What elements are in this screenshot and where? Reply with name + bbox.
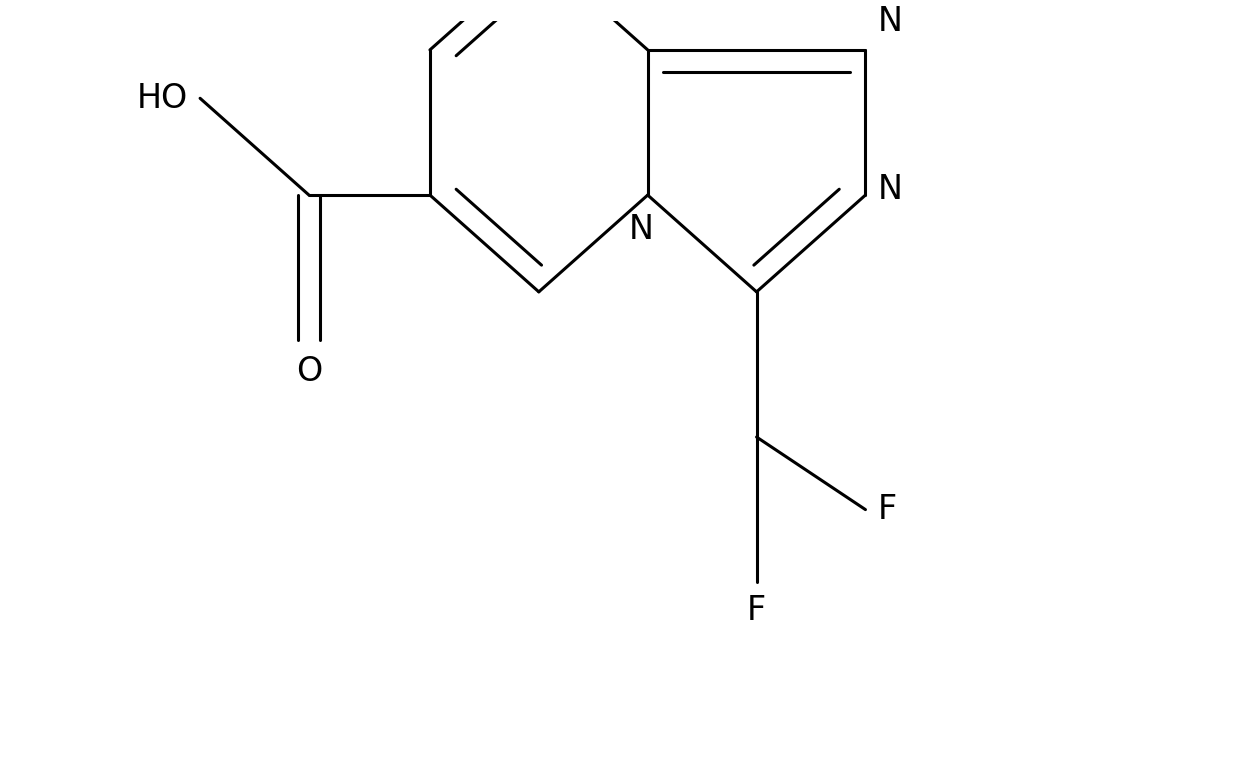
Text: N: N <box>878 172 903 206</box>
Text: O: O <box>296 354 322 388</box>
Text: HO: HO <box>137 82 188 115</box>
Text: N: N <box>878 5 903 38</box>
Text: F: F <box>747 594 766 627</box>
Text: N: N <box>630 213 655 246</box>
Text: F: F <box>878 493 897 526</box>
